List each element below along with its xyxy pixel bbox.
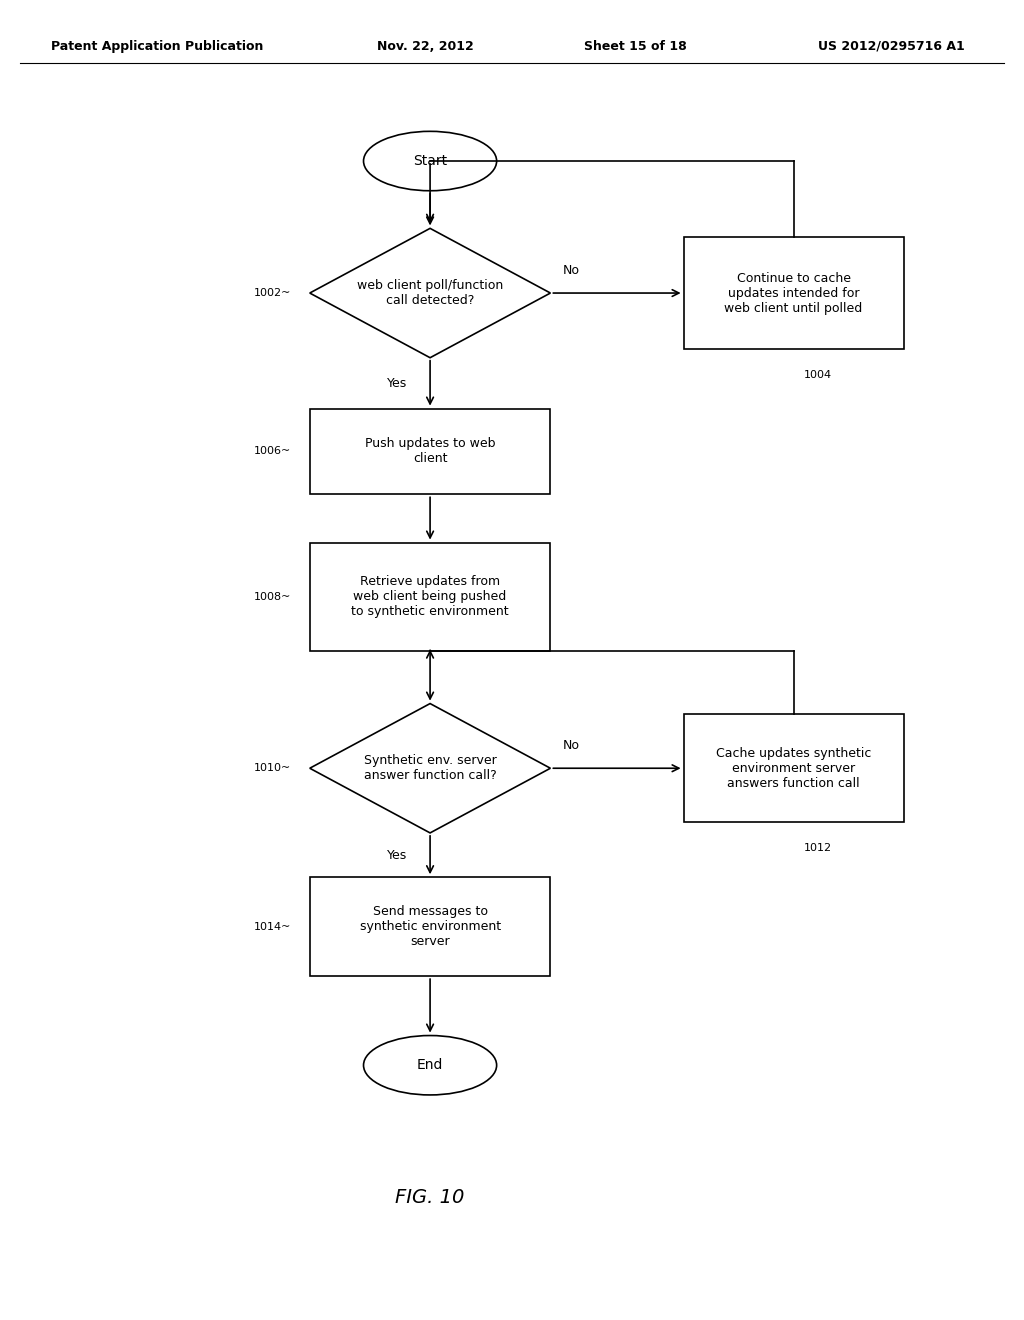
- FancyBboxPatch shape: [309, 543, 551, 651]
- Text: Patent Application Publication: Patent Application Publication: [51, 40, 263, 53]
- Text: Start: Start: [413, 154, 447, 168]
- Text: No: No: [563, 264, 580, 277]
- Text: 1006~: 1006~: [254, 446, 291, 457]
- Text: Send messages to
synthetic environment
server: Send messages to synthetic environment s…: [359, 906, 501, 948]
- Ellipse shape: [364, 131, 497, 190]
- Text: 1002~: 1002~: [254, 288, 291, 298]
- Text: Nov. 22, 2012: Nov. 22, 2012: [377, 40, 473, 53]
- Text: Synthetic env. server
answer function call?: Synthetic env. server answer function ca…: [364, 754, 497, 783]
- Text: No: No: [563, 739, 580, 752]
- Text: Push updates to web
client: Push updates to web client: [365, 437, 496, 466]
- Text: 1010~: 1010~: [254, 763, 291, 774]
- FancyBboxPatch shape: [309, 876, 551, 977]
- Text: Sheet 15 of 18: Sheet 15 of 18: [584, 40, 686, 53]
- Text: 1014~: 1014~: [254, 921, 291, 932]
- Text: Yes: Yes: [387, 376, 408, 389]
- FancyBboxPatch shape: [684, 714, 903, 822]
- FancyBboxPatch shape: [309, 408, 551, 494]
- Ellipse shape: [364, 1035, 497, 1096]
- Text: Retrieve updates from
web client being pushed
to synthetic environment: Retrieve updates from web client being p…: [351, 576, 509, 618]
- Text: US 2012/0295716 A1: US 2012/0295716 A1: [817, 40, 965, 53]
- Text: Continue to cache
updates intended for
web client until polled: Continue to cache updates intended for w…: [724, 272, 863, 314]
- Text: 1012: 1012: [804, 843, 831, 854]
- Polygon shape: [309, 704, 551, 833]
- Text: 1004: 1004: [804, 370, 831, 380]
- Polygon shape: [309, 228, 551, 358]
- Text: Cache updates synthetic
environment server
answers function call: Cache updates synthetic environment serv…: [716, 747, 871, 789]
- Text: FIG. 10: FIG. 10: [395, 1188, 465, 1206]
- Text: 1008~: 1008~: [254, 591, 291, 602]
- Text: Yes: Yes: [387, 849, 408, 862]
- Text: End: End: [417, 1059, 443, 1072]
- Text: web client poll/function
call detected?: web client poll/function call detected?: [357, 279, 503, 308]
- FancyBboxPatch shape: [684, 238, 903, 348]
